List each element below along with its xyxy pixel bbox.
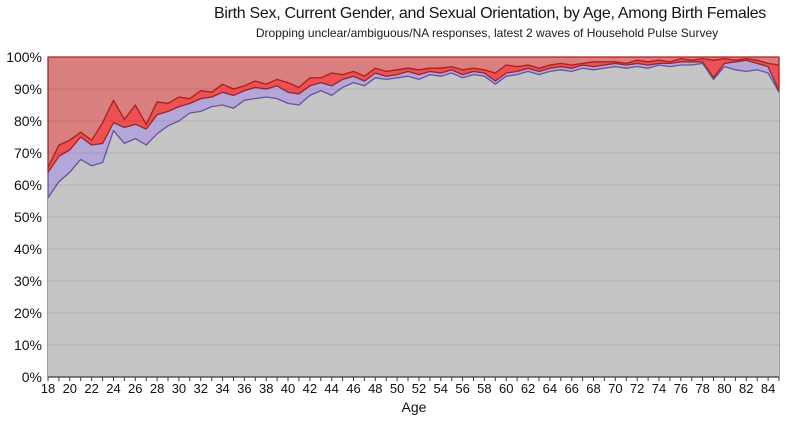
y-tick-label: 50% bbox=[13, 209, 42, 225]
x-tick-label: 54 bbox=[433, 381, 448, 396]
x-tick-label: 30 bbox=[171, 381, 187, 396]
x-tick-label: 68 bbox=[586, 381, 601, 396]
x-tick-label: 24 bbox=[106, 381, 121, 396]
x-tick-label: 76 bbox=[673, 381, 689, 396]
y-tick-label: 0% bbox=[21, 369, 42, 385]
x-tick-label: 72 bbox=[629, 381, 645, 396]
x-tick-label: 46 bbox=[346, 381, 361, 396]
y-tick-label: 80% bbox=[13, 113, 42, 129]
gray-area-shape bbox=[48, 63, 779, 378]
x-tick-label: 66 bbox=[564, 381, 579, 396]
x-tick-label: 82 bbox=[739, 381, 754, 396]
y-tick-label: 90% bbox=[13, 81, 42, 97]
x-tick-label: 18 bbox=[40, 381, 56, 396]
y-tick-label: 20% bbox=[13, 305, 42, 321]
x-tick-label: 52 bbox=[411, 381, 427, 396]
chart-title: Birth Sex, Current Gender, and Sexual Or… bbox=[213, 5, 767, 22]
y-tick-label: 70% bbox=[13, 145, 42, 161]
x-tick-label: 64 bbox=[542, 381, 558, 396]
y-tick-label: 60% bbox=[13, 177, 42, 193]
x-tick-label: 56 bbox=[455, 381, 470, 396]
x-tick-label: 62 bbox=[520, 381, 536, 396]
y-tick-label: 40% bbox=[13, 241, 42, 257]
x-tick-label: 38 bbox=[258, 381, 274, 396]
x-tick-label: 40 bbox=[280, 381, 296, 396]
y-tick-label: 10% bbox=[13, 337, 42, 353]
y-tick-label: 30% bbox=[13, 273, 42, 289]
x-tick-label: 48 bbox=[368, 381, 383, 396]
x-tick-label: 20 bbox=[62, 381, 78, 396]
x-tick-label: 36 bbox=[237, 381, 252, 396]
salmon-area-shape bbox=[47, 56, 780, 169]
x-tick-label: 26 bbox=[128, 381, 143, 396]
x-tick-label: 78 bbox=[695, 381, 710, 396]
x-tick-label: 28 bbox=[149, 381, 165, 396]
x-tick-label: 80 bbox=[717, 381, 732, 396]
x-tick-label: 42 bbox=[302, 381, 318, 396]
chart-subtitle: Dropping unclear/ambiguous/NA responses,… bbox=[255, 26, 719, 40]
y-tick-label: 100% bbox=[6, 49, 42, 65]
x-axis-title: Age bbox=[401, 399, 427, 415]
x-tick-label: 34 bbox=[215, 381, 230, 396]
x-tick-label: 70 bbox=[608, 381, 623, 396]
x-tick-label: 22 bbox=[84, 381, 99, 396]
x-tick-label: 50 bbox=[389, 381, 405, 396]
x-tick-label: 32 bbox=[193, 381, 208, 396]
x-tick-label: 44 bbox=[324, 381, 339, 396]
x-tick-label: 60 bbox=[499, 381, 514, 396]
x-tick-label: 74 bbox=[651, 381, 667, 396]
x-tick-label: 58 bbox=[477, 381, 492, 396]
x-tick-label: 84 bbox=[760, 381, 776, 396]
